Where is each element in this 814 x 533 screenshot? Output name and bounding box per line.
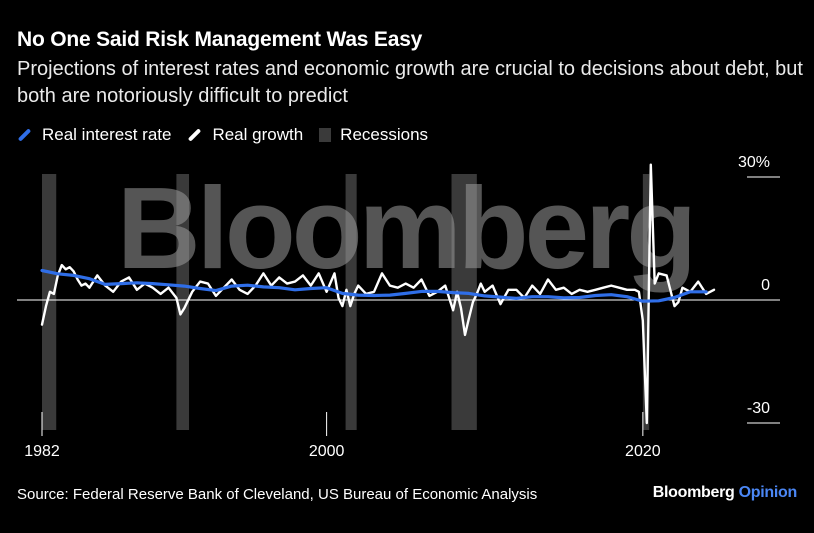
legend-label: Real interest rate: [42, 125, 172, 144]
legend-label: Recessions: [340, 125, 429, 144]
legend-swatch-recessions: [319, 128, 332, 142]
bloomberg-watermark: Bloomberg: [117, 163, 693, 293]
series-line-real-interest-rate: [40, 268, 708, 303]
legend-item-real-growth: Real growth: [187, 125, 303, 145]
x-tick-label: 2020: [625, 443, 661, 460]
x-tick-label: 2000: [309, 443, 345, 460]
y-tick-label: 0: [761, 277, 770, 294]
y-tick-label: 30%: [738, 154, 770, 171]
legend-item-real-interest-rate: Real interest rate: [17, 125, 171, 145]
chart-title: No One Said Risk Management Was Easy: [17, 28, 423, 51]
series-line-real-growth: [40, 163, 716, 425]
recession-band-0: [42, 174, 57, 430]
brand-name: Bloomberg: [652, 484, 735, 501]
legend: Real interest rate Real growth Recession…: [17, 124, 444, 146]
recession-bands: [42, 174, 650, 430]
x-tick-label: 1982: [24, 443, 60, 460]
series: [40, 163, 716, 425]
brand-logo: Bloomberg Opinion: [652, 484, 798, 502]
source-note: Source: Federal Reserve Bank of Clevelan…: [17, 486, 538, 503]
chart-subtitle: Projections of interest rates and econom…: [17, 58, 803, 107]
brand-suffix: Opinion: [738, 484, 798, 501]
y-tick-label: -30: [747, 400, 770, 417]
legend-label: Real growth: [212, 125, 304, 144]
axes: 30% 0 -30 1982 2000 2020: [24, 154, 780, 460]
legend-item-recessions: Recessions: [319, 125, 428, 145]
recession-band-1: [176, 174, 190, 430]
